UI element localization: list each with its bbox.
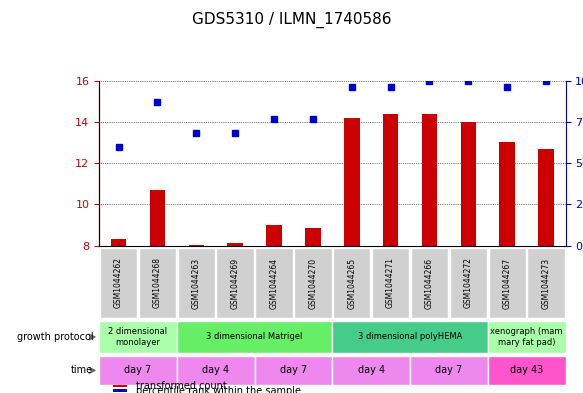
FancyBboxPatch shape [216,248,254,318]
FancyBboxPatch shape [528,248,565,318]
Bar [383,114,398,246]
Text: day 7: day 7 [436,365,462,375]
FancyBboxPatch shape [177,321,332,353]
Bar [538,149,554,246]
Text: GSM1044270: GSM1044270 [308,257,317,309]
FancyBboxPatch shape [332,321,488,353]
FancyBboxPatch shape [255,356,332,385]
Text: GSM1044271: GSM1044271 [386,257,395,309]
Bar [150,190,165,246]
Bar [500,143,515,246]
Text: GSM1044264: GSM1044264 [269,257,279,309]
Bar [113,385,127,387]
FancyBboxPatch shape [488,356,566,385]
FancyBboxPatch shape [333,248,370,318]
Text: day 4: day 4 [357,365,385,375]
Text: GSM1044273: GSM1044273 [542,257,550,309]
FancyBboxPatch shape [410,356,488,385]
Text: GSM1044272: GSM1044272 [464,257,473,309]
Text: 2 dimensional
monolayer: 2 dimensional monolayer [108,327,167,347]
FancyBboxPatch shape [99,321,177,353]
Bar [305,228,321,246]
FancyBboxPatch shape [100,248,137,318]
Text: percentile rank within the sample: percentile rank within the sample [136,386,301,393]
Text: GSM1044267: GSM1044267 [503,257,512,309]
FancyBboxPatch shape [255,248,293,318]
Bar [461,122,476,246]
Text: transformed count: transformed count [136,381,227,391]
FancyBboxPatch shape [178,248,215,318]
Bar [111,239,127,246]
FancyBboxPatch shape [372,248,409,318]
Text: time: time [71,365,93,375]
Text: GDS5310 / ILMN_1740586: GDS5310 / ILMN_1740586 [192,12,391,28]
FancyBboxPatch shape [99,356,177,385]
Bar [113,389,127,392]
Text: 3 dimensional polyHEMA: 3 dimensional polyHEMA [358,332,462,342]
FancyBboxPatch shape [488,321,566,353]
Text: day 7: day 7 [280,365,307,375]
Text: day 7: day 7 [124,365,152,375]
Text: GSM1044263: GSM1044263 [192,257,201,309]
FancyBboxPatch shape [489,248,526,318]
Text: day 4: day 4 [202,365,229,375]
Text: xenograph (mam
mary fat pad): xenograph (mam mary fat pad) [490,327,563,347]
FancyBboxPatch shape [177,356,255,385]
Text: GSM1044262: GSM1044262 [114,257,123,309]
Text: GSM1044269: GSM1044269 [231,257,240,309]
Text: GSM1044265: GSM1044265 [347,257,356,309]
Bar [227,242,243,246]
Bar [422,114,437,246]
Text: GSM1044268: GSM1044268 [153,257,162,309]
Bar [344,118,360,246]
Text: growth protocol: growth protocol [17,332,93,342]
Text: 3 dimensional Matrigel: 3 dimensional Matrigel [206,332,303,342]
Text: day 43: day 43 [510,365,543,375]
Bar [188,244,204,246]
FancyBboxPatch shape [411,248,448,318]
FancyBboxPatch shape [332,356,410,385]
FancyBboxPatch shape [449,248,487,318]
FancyBboxPatch shape [139,248,176,318]
Bar [266,225,282,246]
Text: GSM1044266: GSM1044266 [425,257,434,309]
FancyBboxPatch shape [294,248,332,318]
